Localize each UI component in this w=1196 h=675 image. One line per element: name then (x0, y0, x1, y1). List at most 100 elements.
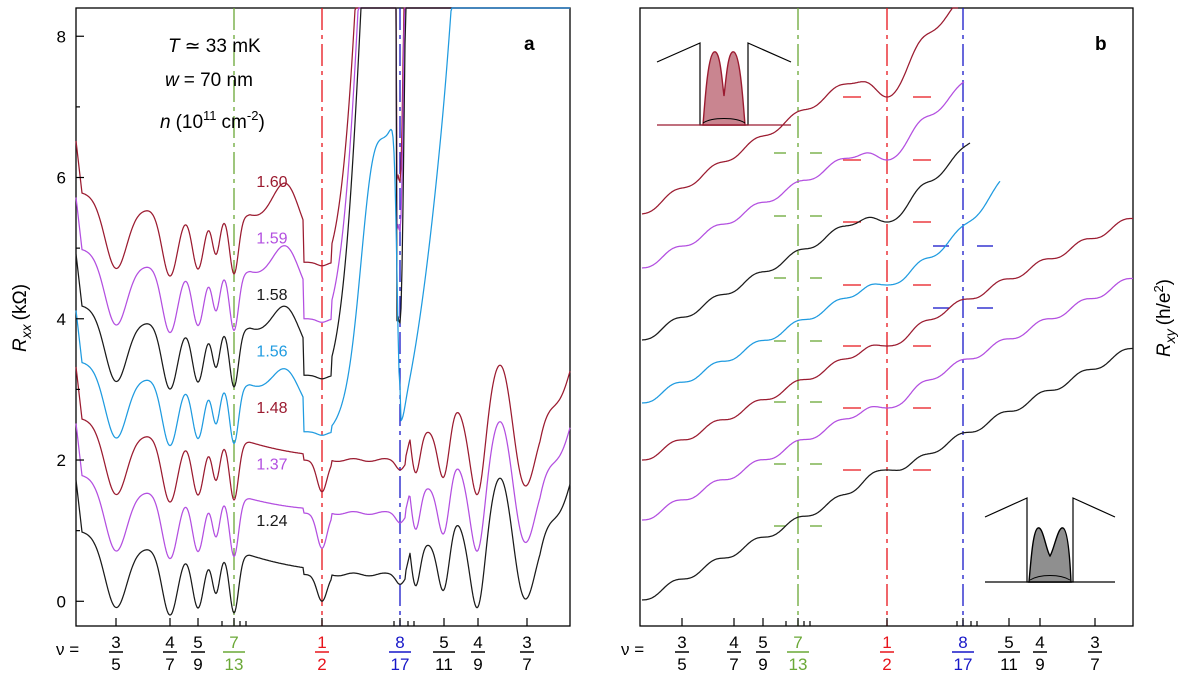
nu-fraction-4-9: 49 (471, 633, 485, 674)
panel-b-ylabel-exp: 2 (1151, 285, 1166, 292)
y-tick-label: 6 (57, 169, 66, 188)
panel-b-ylabel-close: ) (1154, 279, 1175, 285)
temperature-label: T ≃ 33 mK (168, 36, 261, 57)
panel-b-traces (641, 7, 1134, 601)
rxx-trace-1-37 (75, 421, 571, 560)
nu-denominator: 17 (391, 655, 410, 674)
nu-denominator: 2 (317, 655, 326, 674)
panel-a-frame (75, 7, 571, 627)
nu-fraction-3-7: 37 (1088, 633, 1102, 674)
nu-denominator: 11 (1000, 655, 1018, 674)
rxx-trace-1-24 (75, 477, 571, 616)
nu-prefix: ν = (56, 640, 79, 659)
panel-b-ylabel-main: R (1154, 343, 1175, 357)
rxx-trace-1-56 (75, 7, 570, 447)
series-label-1-48: 1.48 (256, 400, 287, 417)
nu-numerator: 8 (395, 633, 404, 652)
nu-fraction-7-13: 713 (787, 633, 809, 674)
nu-numerator: 5 (193, 633, 202, 652)
panel-a: 0 2 4 6 8 1.60 1.59 1.58 1.56 1.48 1.37 1.24 a T ≃ … (10, 7, 571, 627)
nu-denominator: 13 (789, 655, 808, 674)
inset-red-density (702, 51, 746, 126)
nu-prefix: ν = (621, 640, 644, 659)
panel-b-letter: b (1095, 34, 1107, 55)
panel-b: b Rxy (h/e2) (639, 7, 1178, 627)
width-label: w = 70 nm (165, 70, 253, 91)
nu-numerator: 5 (758, 633, 767, 652)
inset-black-subband (1029, 575, 1071, 581)
rxx-trace-1-60 (75, 7, 570, 277)
nu-fraction-3-5: 35 (109, 633, 123, 674)
inset-black-density (1028, 527, 1072, 583)
nu-fraction-5-9: 59 (756, 633, 770, 674)
rxx-trace-1-59 (75, 7, 570, 334)
nu-denominator: 7 (165, 655, 174, 674)
inset-red-subband (702, 118, 746, 124)
nu-denominator: 5 (677, 655, 686, 674)
rxx-trace-1-58 (75, 7, 570, 390)
nu-denominator: 7 (729, 655, 738, 674)
rxy-trace-1-56 (641, 180, 1001, 404)
series-label-1-24: 1.24 (256, 513, 287, 530)
panel-a-ylabel-main: R (10, 338, 31, 352)
panel-a-annotation: T ≃ 33 mK w = 70 nm n (1011 cm-2) (160, 36, 265, 133)
nu-denominator: 13 (225, 655, 244, 674)
nu-numerator: 1 (317, 633, 326, 652)
series-label-1-56: 1.56 (256, 344, 287, 361)
nu-numerator: 1 (882, 633, 891, 652)
panel-a-y-ticks: 0 2 4 6 8 (57, 27, 84, 611)
nu-numerator: 7 (229, 633, 238, 652)
nu-denominator: 5 (111, 655, 120, 674)
density-close: ) (258, 112, 264, 133)
y-tick-label: 2 (57, 451, 66, 470)
nu-fraction-5-11: 511 (433, 633, 455, 674)
nu-numerator: 8 (958, 633, 967, 652)
series-label-1-37: 1.37 (256, 457, 287, 474)
temperature-var: T (168, 36, 181, 57)
density-var: n (160, 112, 171, 133)
density-exp: 11 (203, 108, 217, 123)
nu-numerator: 4 (473, 633, 482, 652)
series-label-1-58: 1.58 (256, 287, 287, 304)
panel-b-plateau-markers (774, 96, 993, 527)
nu-fraction-8-17: 817 (952, 633, 974, 674)
nu-fraction-1-2: 12 (880, 633, 894, 674)
nu-denominator: 9 (1035, 655, 1044, 674)
nu-fraction-4-7: 47 (727, 633, 741, 674)
series-label-1-59: 1.59 (256, 231, 287, 248)
nu-fraction-3-5: 35 (675, 633, 689, 674)
panel-a-series-labels: 1.60 1.59 1.58 1.56 1.48 1.37 1.24 (256, 174, 287, 530)
inset-charge-distribution-red (656, 42, 792, 126)
rxy-trace-1-58 (641, 142, 971, 341)
nu-numerator: 4 (729, 633, 738, 652)
rxy-trace-1-24 (641, 347, 1134, 601)
nu-numerator: 4 (165, 633, 174, 652)
nu-fraction-3-7: 37 (520, 633, 534, 674)
nu-numerator: 3 (522, 633, 531, 652)
rxy-trace-1-59 (641, 81, 965, 269)
nu-fraction-4-7: 47 (163, 633, 177, 674)
nu-denominator: 11 (435, 655, 453, 674)
width-text: = 70 nm (184, 70, 253, 91)
y-tick-label: 8 (57, 27, 66, 46)
density-unit: cm (222, 112, 247, 133)
nu-fraction-4-9: 49 (1033, 633, 1047, 674)
y-tick-label: 4 (57, 310, 66, 329)
nu-numerator: 3 (1090, 633, 1099, 652)
density-text: (10 (176, 112, 203, 133)
nu-denominator: 17 (954, 655, 973, 674)
nu-numerator: 3 (677, 633, 686, 652)
nu-denominator: 9 (193, 655, 202, 674)
nu-denominator: 9 (473, 655, 482, 674)
panel-a-traces (75, 7, 571, 616)
panel-b-ylabel-sub: xy (1162, 328, 1178, 344)
panel-b-ylabel-unit: (h/e (1154, 293, 1175, 326)
panel-b-x-ticks (681, 618, 1096, 626)
density-label: n (1011 cm-2) (160, 108, 265, 133)
panel-a-ylabel-unit: (kΩ) (10, 284, 31, 320)
nu-fraction-8-17: 817 (389, 633, 411, 674)
rxx-trace-1-48 (75, 364, 571, 503)
